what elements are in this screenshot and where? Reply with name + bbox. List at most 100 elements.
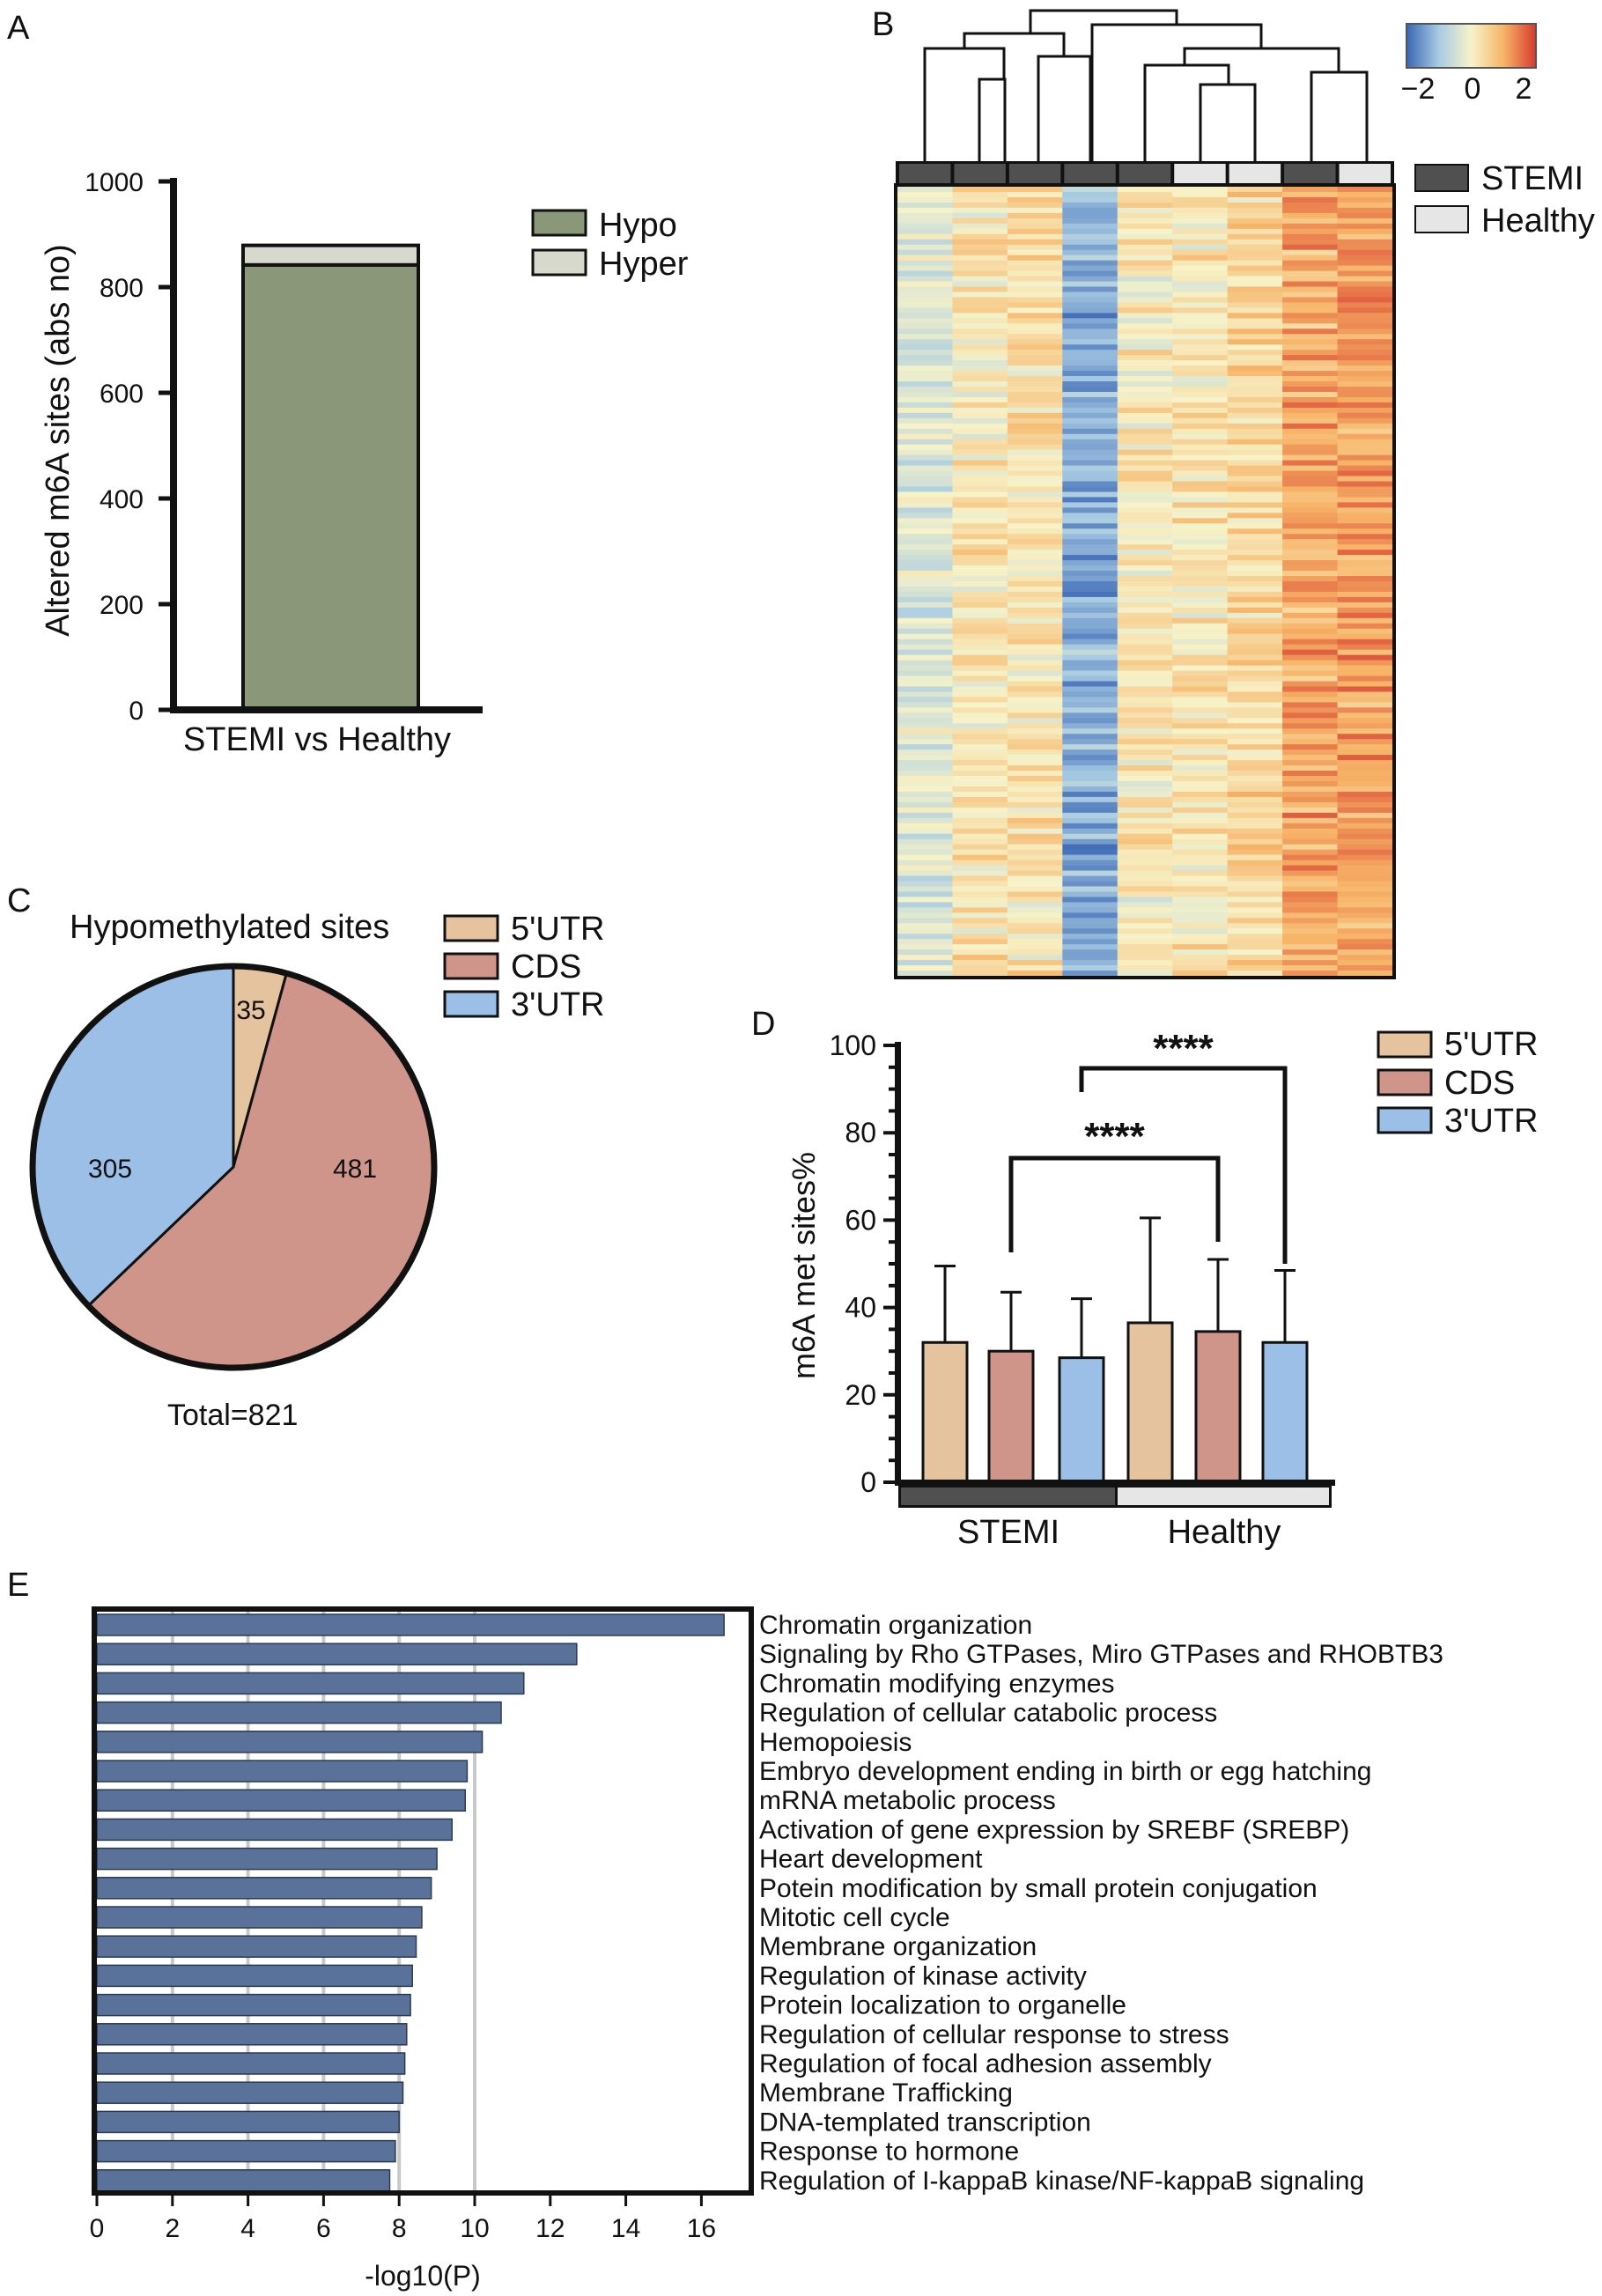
heatmap-cell (1227, 534, 1283, 540)
heatmap-cell (897, 955, 953, 961)
heatmap-cell (1282, 670, 1339, 677)
legend-3utr-swatch (443, 990, 499, 1018)
heatmap-cell (1227, 780, 1283, 787)
heatmap-cell (1117, 360, 1173, 366)
heatmap-cell (1062, 507, 1118, 513)
heatmap-cell (1227, 365, 1283, 372)
heatmap-cell (1172, 318, 1229, 324)
heatmap-cell (1227, 891, 1283, 897)
heatmap-cell (1062, 934, 1118, 940)
heatmap-cell (1172, 571, 1229, 577)
heatmap-cell (1227, 644, 1283, 651)
heatmap-cell (1007, 329, 1063, 335)
heatmap-cell (1117, 581, 1173, 587)
heatmap-cell (952, 223, 1008, 230)
heatmap-cell (1227, 428, 1283, 435)
heatmap-cell (897, 923, 953, 929)
heatmap-cell (1007, 407, 1063, 414)
heatmap-cell (1172, 297, 1229, 304)
heatmap-cell (952, 334, 1008, 340)
heatmap-cell (1172, 407, 1229, 414)
heatmap-cell (1172, 544, 1229, 550)
enrichment-term-label: Regulation of cellular response to stres… (759, 2020, 1229, 2049)
heatmap-column-annotation (896, 161, 1394, 188)
heatmap-cell (1062, 602, 1118, 609)
heatmap-cell (897, 881, 953, 888)
heatmap-cell (952, 628, 1008, 635)
heatmap-cell (1282, 854, 1339, 861)
heatmap-cell (1227, 870, 1283, 877)
heatmap-cell (1337, 555, 1393, 561)
heatmap-cell (1062, 292, 1118, 299)
heatmap-cell (1337, 644, 1393, 651)
heatmap-cell (1337, 497, 1393, 503)
heatmap-cell (1337, 255, 1393, 262)
heatmap-cell (1337, 239, 1393, 246)
heatmap-cell (952, 391, 1008, 398)
heatmap-cell (1227, 660, 1283, 667)
heatmap-cell (1007, 844, 1063, 851)
heatmap-cell (1172, 481, 1229, 488)
heatmap-cell (897, 633, 953, 640)
e-xtick-label: 10 (460, 2214, 489, 2243)
heatmap-cell (1007, 433, 1063, 440)
heatmap-cell (1172, 191, 1229, 198)
heatmap-cell (952, 433, 1008, 440)
heatmap-cell (1282, 697, 1339, 703)
pie-value-label: 305 (88, 1155, 132, 1184)
heatmap-cell (1282, 381, 1339, 388)
enrichment-xlabel: -log10(P) (365, 2260, 481, 2292)
heatmap-cell (897, 439, 953, 446)
heatmap-cell (1062, 502, 1118, 508)
heatmap-cell (897, 639, 953, 646)
heatmap-cell (1227, 639, 1283, 646)
heatmap-cell (1062, 801, 1118, 808)
heatmap-cell (1282, 586, 1339, 593)
heatmap-cell (1227, 460, 1283, 467)
heatmap-cell (1117, 507, 1173, 513)
heatmap-cell (1062, 676, 1118, 683)
heatmap-cell (1007, 307, 1063, 314)
heatmap-cell (1117, 702, 1173, 708)
heatmap-cell (1337, 602, 1393, 609)
heatmap-cell (1172, 449, 1229, 456)
heatmap-cell (952, 539, 1008, 545)
heatmap-cell (1062, 854, 1118, 861)
heatmap-cell (897, 334, 953, 340)
colorbar-gradient (1406, 23, 1537, 69)
heatmap-cell (897, 571, 953, 577)
heatmap-cell (1282, 749, 1339, 756)
heatmap-cell (897, 470, 953, 477)
heatmap-cell (1227, 734, 1283, 740)
heatmap-cell (952, 502, 1008, 508)
annotation-cell-stemi (1284, 164, 1336, 183)
heatmap-cell (1062, 881, 1118, 888)
annotation-cell-stemi (1008, 164, 1061, 183)
heatmap-cell (1282, 518, 1339, 524)
heatmap-cell (1117, 270, 1173, 277)
heatmap-cell (1337, 292, 1393, 299)
colorbar-tick-mid: 0 (1465, 72, 1481, 106)
heatmap-cell (952, 833, 1008, 840)
heatmap-cell (1227, 823, 1283, 830)
heatmap-cell (897, 602, 953, 609)
e-xtick-label: 6 (316, 2214, 331, 2243)
heatmap-cell (1117, 550, 1173, 556)
heatmap-cell (1227, 718, 1283, 724)
heatmap-cell (897, 623, 953, 630)
heatmap-cell (952, 428, 1008, 435)
heatmap-cell (952, 313, 1008, 319)
heatmap-cell (952, 207, 1008, 214)
heatmap-cell (1227, 444, 1283, 451)
heatmap-cell (952, 602, 1008, 609)
heatmap-cell (1062, 686, 1118, 693)
heatmap-cell (1007, 586, 1063, 593)
heatmap-cell (952, 765, 1008, 771)
heatmap-cell (1062, 302, 1118, 308)
heatmap-cell (1062, 297, 1118, 304)
heatmap-cell (1337, 386, 1393, 393)
heatmap-cell (1062, 823, 1118, 830)
heatmap-cell (1172, 765, 1229, 771)
heatmap-cell (1007, 249, 1063, 256)
